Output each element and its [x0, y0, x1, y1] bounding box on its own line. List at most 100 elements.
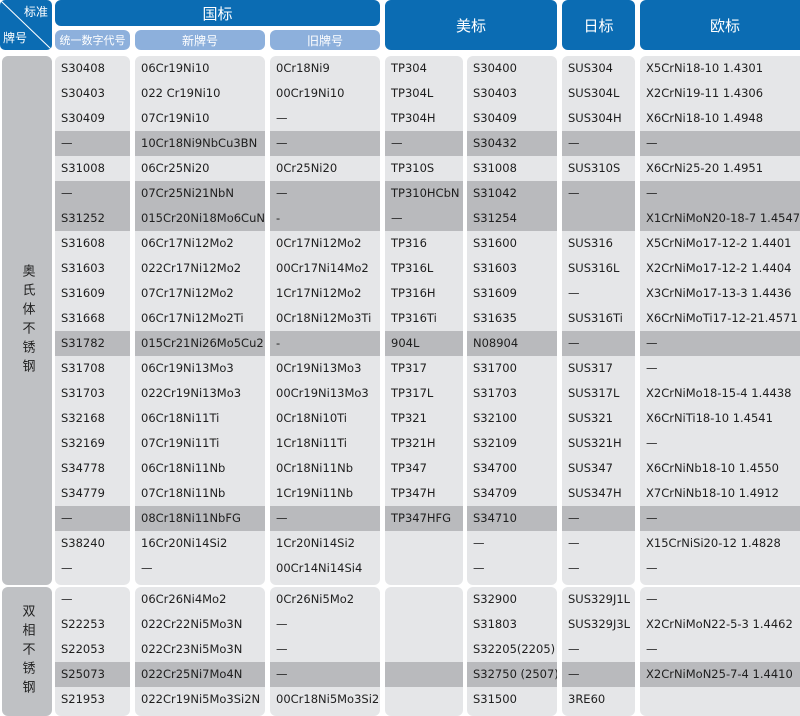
table-cell-unified-code: S22053: [61, 642, 105, 656]
table-cell-astm-uns: S30432: [467, 131, 557, 156]
column-jis-grade: SUS329J1L SUS329J3L — — 3RE60: [562, 587, 635, 716]
subheader-old-grade: 旧牌号: [270, 30, 380, 50]
table-cell-en-grade: —: [640, 506, 800, 531]
table-cell-en-grade: X2CrNiMoN25-7-4 1.4410: [640, 662, 800, 687]
table-cell-old-grade: -: [270, 331, 380, 356]
table-cell-old-grade: 00Cr19Ni10: [276, 86, 345, 100]
table-cell-en-grade: —: [640, 131, 800, 156]
subheader-unified-code: 统一数字代号: [55, 30, 130, 50]
table-cell-en-grade: X2CrNiMoN22-5-3 1.4462: [646, 617, 793, 631]
table-cell-old-grade: 0Cr26Ni5Mo2: [276, 592, 355, 606]
table-cell-en-grade: X6CrNiMoTi17-12-21.4571: [646, 311, 798, 325]
table-cell-en-grade: —: [646, 592, 658, 606]
table-cell-old-grade: 00Cr14Ni14Si4: [276, 561, 363, 575]
table-cell-astm-uns: S31703: [473, 386, 517, 400]
table-cell-jis-grade: —: [562, 506, 635, 531]
table-cell-new-grade: 07Cr18Ni11Nb: [141, 486, 226, 500]
table-cell-old-grade: 1Cr18Ni11Ti: [276, 436, 348, 450]
header-gb: 国标: [55, 0, 380, 26]
table-cell-astm-grade: TP347HFG: [385, 506, 463, 531]
table-cell-jis-grade: —: [568, 286, 580, 300]
table-cell-en-grade: X2CrNi19-11 1.4306: [646, 86, 764, 100]
table-cell-astm-uns: S30403: [473, 86, 517, 100]
column-jis-grade: SUS304 SUS304L SUS304H — SUS310S — SUS316 SUS31…: [562, 56, 635, 585]
table-cell-astm-uns: S34709: [473, 486, 517, 500]
column-new-grade: 06Cr19Ni10 022 Cr19Ni10 07Cr19Ni10 10Cr18Ni…: [135, 56, 265, 585]
table-cell-unified-code: S32168: [61, 411, 105, 425]
table-cell-jis-grade: SUS321: [568, 411, 613, 425]
table-cell-en-grade: X6CrNi25-20 1.4951: [646, 161, 764, 175]
table-cell-unified-code: S30409: [61, 111, 105, 125]
table-cell-old-grade: 0Cr17Ni12Mo2: [276, 236, 362, 250]
table-cell-en-grade: X7CrNiNb18-10 1.4912: [646, 486, 779, 500]
header-en: 欧标: [640, 0, 800, 50]
table-cell-unified-code: S31703: [61, 386, 105, 400]
table-cell-unified-code: S31608: [61, 236, 105, 250]
table-cell-astm-uns: S32750 (2507): [467, 662, 557, 687]
table-cell-en-grade: —: [646, 642, 658, 656]
table-cell-jis-grade: SUS329J1L: [568, 592, 631, 606]
table-cell-astm-uns: S31600: [473, 236, 517, 250]
table-cell-jis-grade: SUS304: [568, 61, 613, 75]
table-cell-unified-code: S25073: [55, 662, 130, 687]
table-cell-old-grade: 1Cr17Ni12Mo2: [276, 286, 362, 300]
table-cell-new-grade: 06Cr18Ni11Ti: [141, 411, 220, 425]
table-cell-astm-grade: [385, 556, 463, 581]
table-cell-old-grade: 0Cr19Ni13Mo3: [276, 361, 362, 375]
table-cell-unified-code: S22253: [61, 617, 105, 631]
corner-grade-label: 牌号: [3, 31, 28, 45]
table-cell-jis-grade: SUS316Ti: [568, 311, 623, 325]
table-cell-new-grade: 06Cr18Ni11Nb: [141, 461, 226, 475]
table-cell-jis-grade: 3RE60: [568, 692, 606, 706]
table-cell-astm-grade: TP317L: [391, 386, 434, 400]
table-cell-jis-grade: —: [562, 181, 635, 206]
table-cell-en-grade: X2CrNiMo17-12-2 1.4404: [646, 261, 792, 275]
table-cell-jis-grade: SUS317: [568, 361, 613, 375]
table-cell-en-grade: —: [640, 331, 800, 356]
table-cell-old-grade: —: [276, 642, 288, 656]
table-cell-jis-grade: —: [568, 642, 580, 656]
corner-header: 标准 牌号: [0, 0, 52, 50]
table-cell-unified-code: S31782: [55, 331, 130, 356]
table-cell-old-grade: 0Cr18Ni12Mo3Ti: [276, 311, 372, 325]
table-cell-astm-grade: [385, 612, 463, 637]
table-cell-new-grade: 07Cr25Ni21NbN: [135, 181, 265, 206]
table-cell-astm-grade: TP304: [391, 61, 427, 75]
table-cell-new-grade: 022Cr23Ni5Mo3N: [141, 642, 243, 656]
table-cell-jis-grade: —: [562, 331, 635, 356]
table-cell-astm-uns: —: [473, 536, 485, 550]
table-cell-unified-code: S31708: [61, 361, 105, 375]
table-cell-old-grade: -: [270, 206, 380, 231]
table-cell-jis-grade: SUS347H: [568, 486, 622, 500]
table-cell-old-grade: 1Cr19Ni11Nb: [276, 486, 354, 500]
table-cell-jis-grade: —: [568, 536, 580, 550]
table-cell-astm-grade: TP317: [391, 361, 427, 375]
column-astm-grade: [385, 587, 463, 716]
table-cell-old-grade: 1Cr20Ni14Si2: [276, 536, 355, 550]
table-cell-astm-grade: TP316Ti: [391, 311, 437, 325]
table-cell-astm-grade: TP304H: [391, 111, 436, 125]
header-jis: 日标: [562, 0, 635, 50]
table-cell-en-grade: —: [640, 181, 800, 206]
table-cell-jis-grade: —: [568, 561, 580, 575]
table-cell-new-grade: 022Cr17Ni12Mo2: [141, 261, 242, 275]
table-cell-astm-uns: S34700: [473, 461, 517, 475]
table-cell-unified-code: S21953: [61, 692, 105, 706]
table-cell-astm-grade: TP321: [391, 411, 427, 425]
table-cell-jis-grade: SUS304L: [568, 86, 620, 100]
table-cell-old-grade: 0Cr18Ni9: [276, 61, 330, 75]
table-cell-new-grade: 10Cr18Ni9NbCu3BN: [135, 131, 265, 156]
table-cell-old-grade: —: [276, 111, 288, 125]
table-cell-old-grade: —: [270, 506, 380, 531]
table-cell-unified-code: S31252: [55, 206, 130, 231]
table-cell-unified-code: S31603: [61, 261, 105, 275]
table-cell-new-grade: 015Cr20Ni18Mo6CuN: [135, 206, 265, 231]
table-cell-new-grade: 06Cr19Ni13Mo3: [141, 361, 234, 375]
table-cell-unified-code: —: [55, 131, 130, 156]
table-cell-en-grade: X1CrNiMoN20-18-7 1.4547: [640, 206, 800, 231]
table-cell-unified-code: S31668: [61, 311, 105, 325]
table-cell-new-grade: 08Cr18Ni11NbFG: [135, 506, 265, 531]
table-cell-astm-uns: S31603: [473, 261, 517, 275]
table-cell-astm-uns: S31700: [473, 361, 517, 375]
category-label: 双相不锈钢: [19, 604, 35, 699]
